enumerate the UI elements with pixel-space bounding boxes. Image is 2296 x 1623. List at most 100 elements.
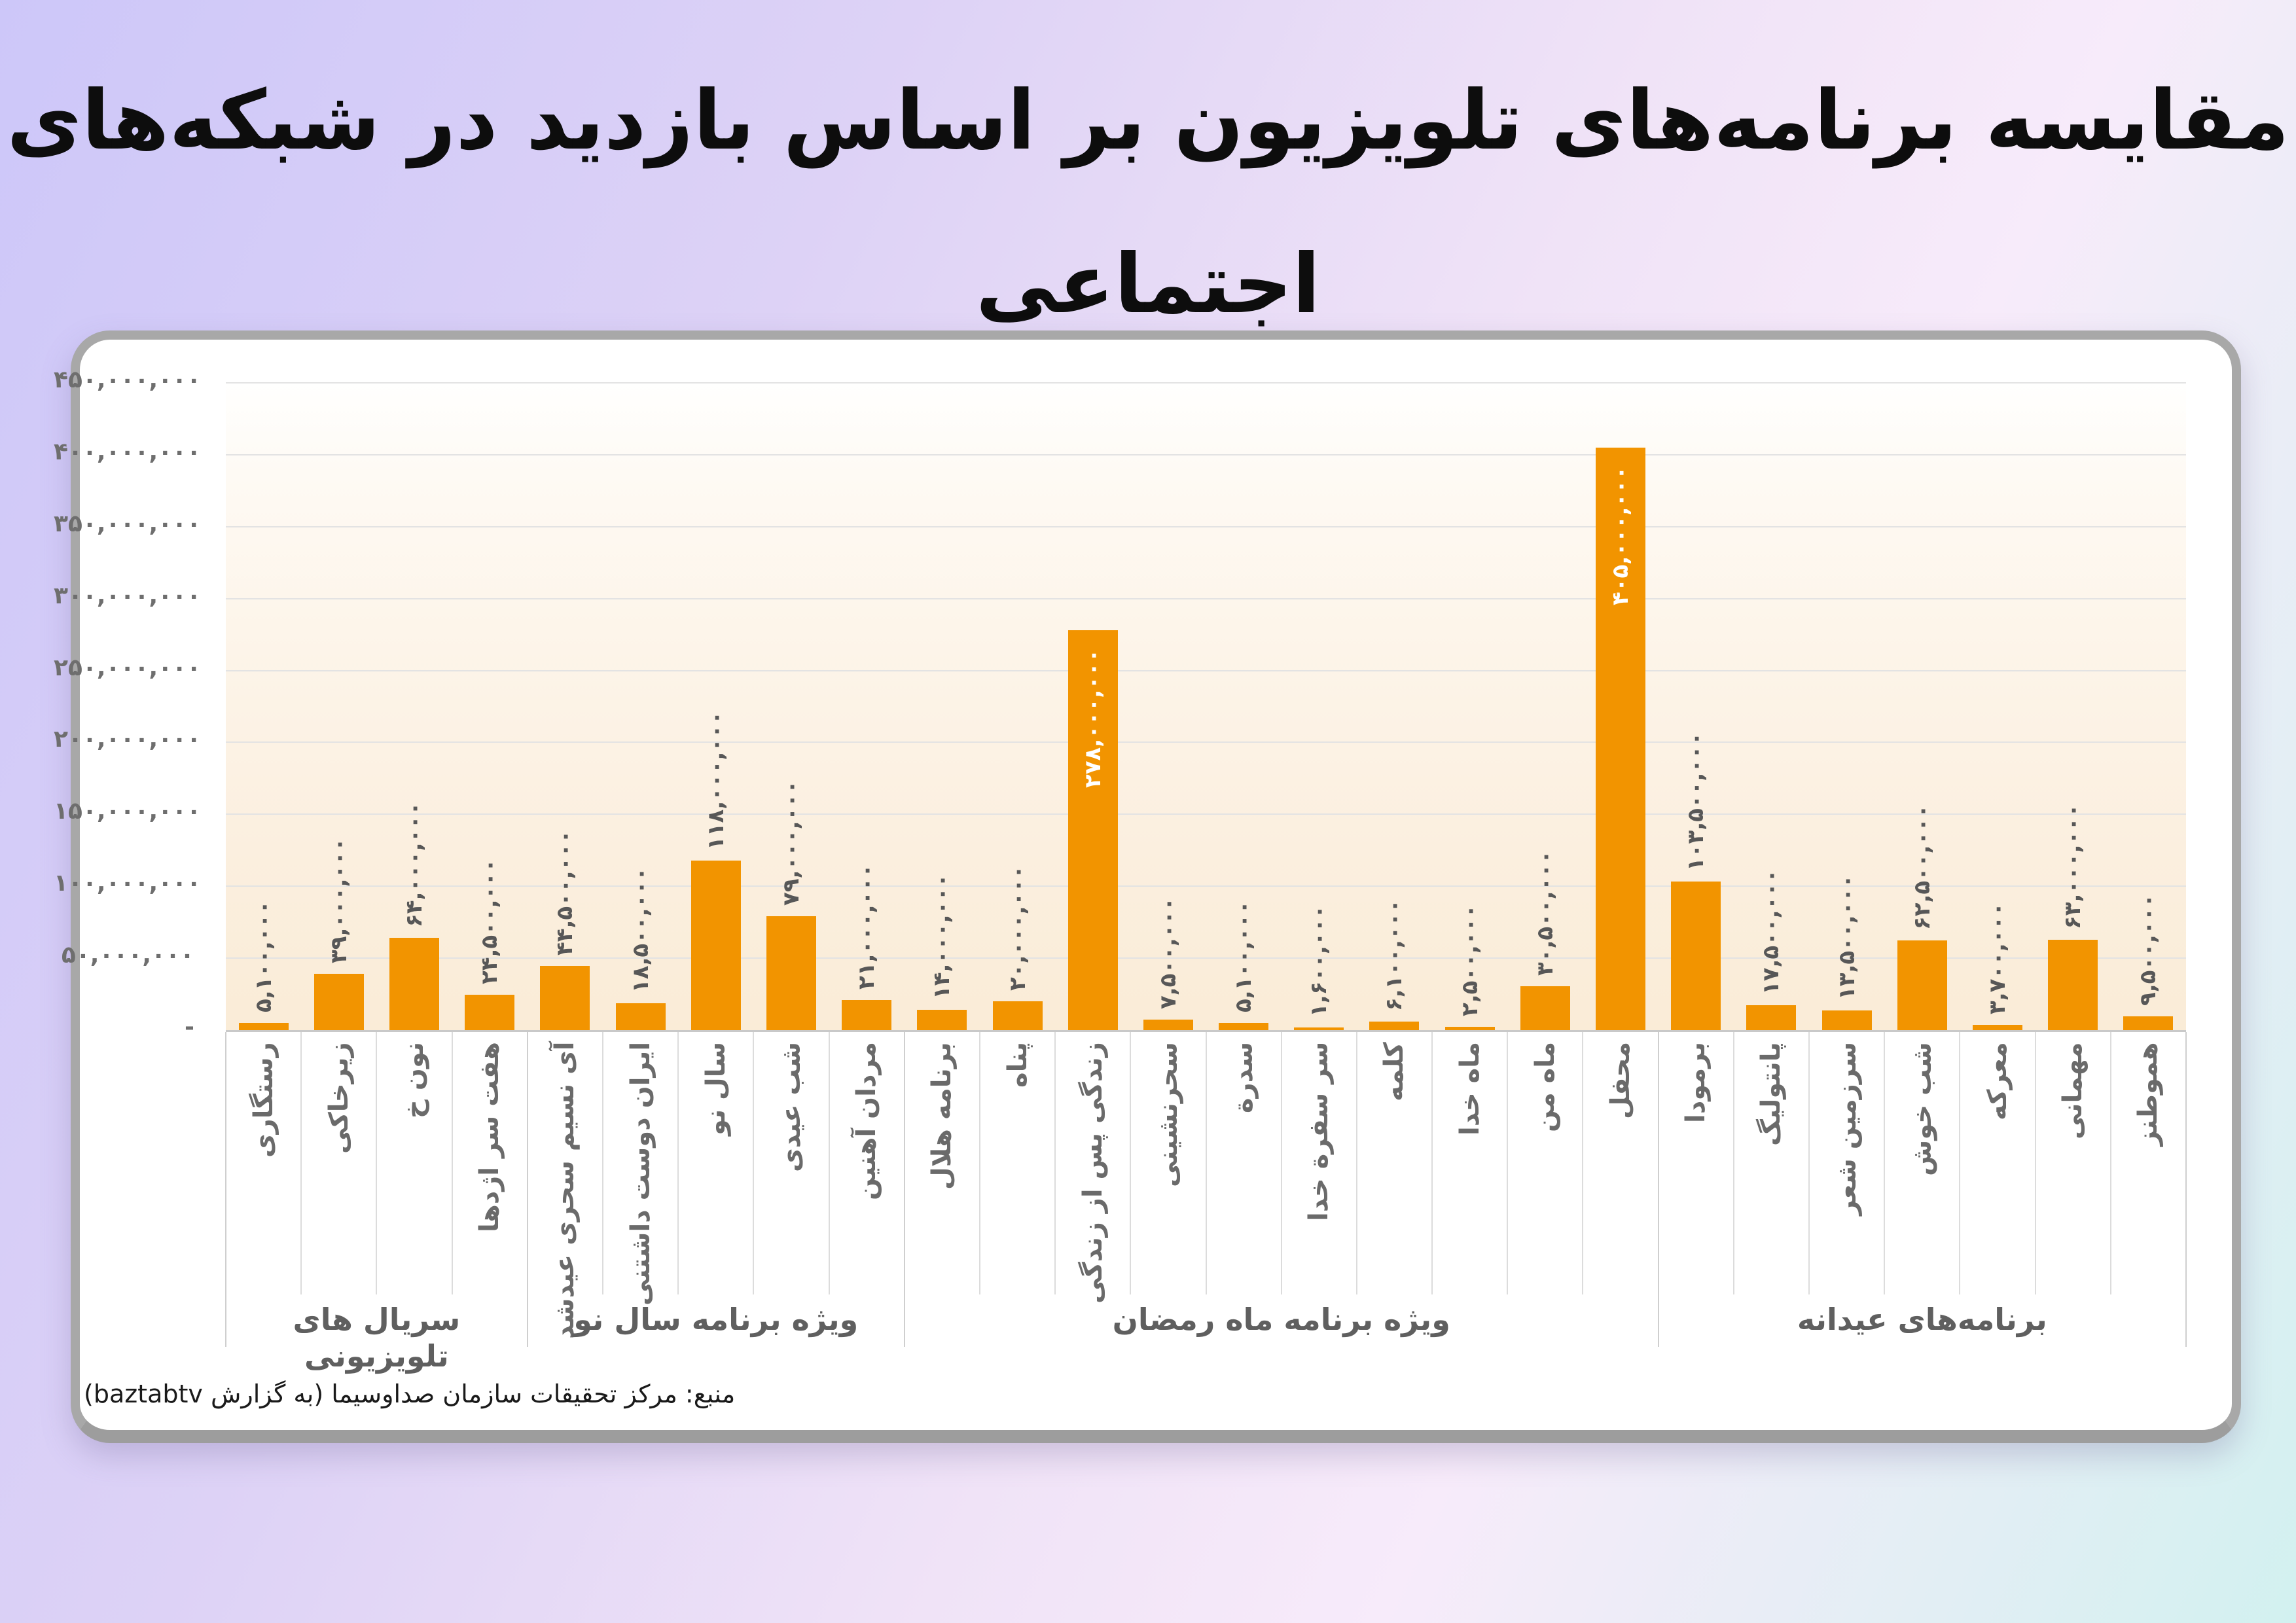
category-separator [1130, 1032, 1132, 1294]
bar [1897, 940, 1947, 1030]
bar [1520, 986, 1570, 1030]
y-axis-tick-label: ۳۰۰,۰۰۰,۰۰۰ [54, 582, 202, 609]
category-label: سحرنشینی [1153, 1042, 1183, 1187]
bar [615, 1003, 666, 1030]
category-label: آی نسیم سحری عیدشد [550, 1041, 581, 1339]
gridline [226, 454, 2186, 455]
group-separator [2185, 1032, 2187, 1347]
category-separator [2034, 1032, 2036, 1294]
bar-value-label: ۹,۵۰۰,۰۰۰ [2135, 894, 2162, 1007]
category-separator [978, 1032, 980, 1294]
category-separator [1205, 1032, 1207, 1294]
bar [1746, 1005, 1797, 1030]
bar-value-label: ۱۱۸,۰۰۰,۰۰۰ [702, 711, 729, 850]
bar-value-label: ۱۰۳,۵۰۰,۰۰۰ [1683, 731, 1710, 871]
bar [2123, 1016, 2174, 1030]
plot-background [226, 383, 2186, 1030]
gridline [226, 669, 2186, 671]
category-label: پناه [1002, 1042, 1033, 1088]
category-separator [376, 1032, 378, 1294]
category-label: شب خوش [1907, 1042, 1937, 1176]
group-label: سریال های تلویزیونی [293, 1302, 461, 1374]
bar [1219, 1022, 1269, 1030]
bar [465, 995, 515, 1030]
category-label: زندگی پس از زندگی [1077, 1042, 1108, 1304]
gridline [226, 526, 2186, 527]
bar [238, 1022, 289, 1030]
category-label: زیرخاکی [323, 1042, 354, 1154]
bar-value-label: ۴۰۵,۰۰۰,۰۰۰ [1607, 466, 1634, 605]
category-label: سدرة [1229, 1041, 1259, 1113]
y-axis-tick-label: ۴۰۰,۰۰۰,۰۰۰ [54, 438, 202, 465]
category-label: رستگاری [248, 1042, 279, 1158]
bar [1973, 1024, 2023, 1030]
bar [1369, 1021, 1420, 1030]
bar-value-label: ۲۱,۰۰۰,۰۰۰ [853, 863, 880, 990]
category-separator [1280, 1032, 1282, 1294]
group-separator [903, 1032, 905, 1347]
bar [1596, 447, 1646, 1030]
bar [2048, 939, 2098, 1030]
y-axis-tick-label: ۱۵۰,۰۰۰,۰۰۰ [54, 798, 202, 825]
bar [917, 1010, 967, 1030]
bar-value-label: ۷,۵۰۰,۰۰۰ [1155, 897, 1181, 1009]
bar-value-label: ۶۲,۵۰۰,۰۰۰ [1909, 804, 1935, 930]
category-label: پانتولیگ [1756, 1042, 1787, 1146]
bar [1671, 881, 1721, 1030]
bar [842, 999, 892, 1030]
bar-value-label: ۷۹,۰۰۰,۰۰۰ [778, 780, 804, 906]
category-separator [1884, 1032, 1886, 1294]
bar [1294, 1027, 1344, 1030]
bar-value-label: ۲۷۸,۰۰۰,۰۰۰ [1079, 649, 1106, 789]
category-label: هموطنز [2133, 1042, 2164, 1146]
category-label: برنامه هلال [927, 1042, 958, 1190]
gridline [226, 741, 2186, 743]
category-label: مهمانی [2058, 1042, 2089, 1140]
y-axis-tick-label: ۱۰۰,۰۰۰,۰۰۰ [54, 870, 202, 897]
bar [314, 974, 364, 1030]
group-separator [225, 1032, 226, 1347]
bar-value-label: ۱۳,۵۰۰,۰۰۰ [1833, 874, 1860, 1001]
y-axis-tick-label: ۳۵۰,۰۰۰,۰۰۰ [54, 510, 202, 537]
y-axis-tick-label: ۲۵۰,۰۰۰,۰۰۰ [54, 654, 202, 681]
category-separator [1054, 1032, 1056, 1294]
category-label: سر سفرة خدا [1304, 1041, 1335, 1221]
gridline [226, 885, 2186, 887]
gridline [226, 597, 2186, 599]
category-separator [2109, 1032, 2111, 1294]
bar [540, 966, 590, 1030]
category-separator [677, 1032, 679, 1294]
category-label: مردان آهنین [852, 1041, 882, 1200]
category-separator [1431, 1032, 1433, 1294]
category-separator [1808, 1032, 1810, 1294]
category-label: ماه من [1530, 1041, 1560, 1132]
category-label: هفت سر اژدها [475, 1042, 505, 1232]
category-label: ماه خدا [1454, 1042, 1485, 1135]
category-label: برمودا [1681, 1042, 1712, 1123]
bar-value-label: ۶,۱۰۰,۰۰۰ [1381, 899, 1408, 1011]
y-axis-tick-label: ۲۰۰,۰۰۰,۰۰۰ [54, 726, 202, 753]
bar [1143, 1019, 1193, 1030]
category-separator [300, 1032, 302, 1294]
category-separator [828, 1032, 830, 1294]
bar-value-label: ۲۴,۵۰۰,۰۰۰ [476, 859, 503, 985]
bar-value-label: ۶۴,۰۰۰,۰۰۰ [401, 802, 427, 928]
bar-value-label: ۳,۷۰۰,۰۰۰ [1984, 902, 2011, 1014]
group-label: ویژه برنامه ماه رمضان [1112, 1302, 1450, 1337]
group-label: برنامه‌های عیدانه [1797, 1302, 2047, 1337]
bar [992, 1001, 1043, 1030]
category-separator [451, 1032, 453, 1294]
category-label: محفل [1605, 1041, 1636, 1119]
category-separator [601, 1032, 603, 1294]
category-label: سرزمین شعر [1831, 1041, 1862, 1215]
bar-value-label: ۳۹,۰۰۰,۰۰۰ [325, 838, 352, 964]
category-label: ایران دوست داشتنی [625, 1041, 656, 1306]
gridline [226, 813, 2186, 815]
group-separator [1657, 1032, 1659, 1347]
category-separator [1355, 1032, 1357, 1294]
category-label: نون خ [399, 1042, 429, 1118]
bar-value-label: ۳۰,۵۰۰,۰۰۰ [1532, 850, 1558, 976]
bar [766, 916, 816, 1030]
bar-value-label: ۶۳,۰۰۰,۰۰۰ [2060, 803, 2087, 929]
source-note: منبع: مرکز تحقیقات سازمان صداوسیما (به گ… [84, 1380, 736, 1408]
